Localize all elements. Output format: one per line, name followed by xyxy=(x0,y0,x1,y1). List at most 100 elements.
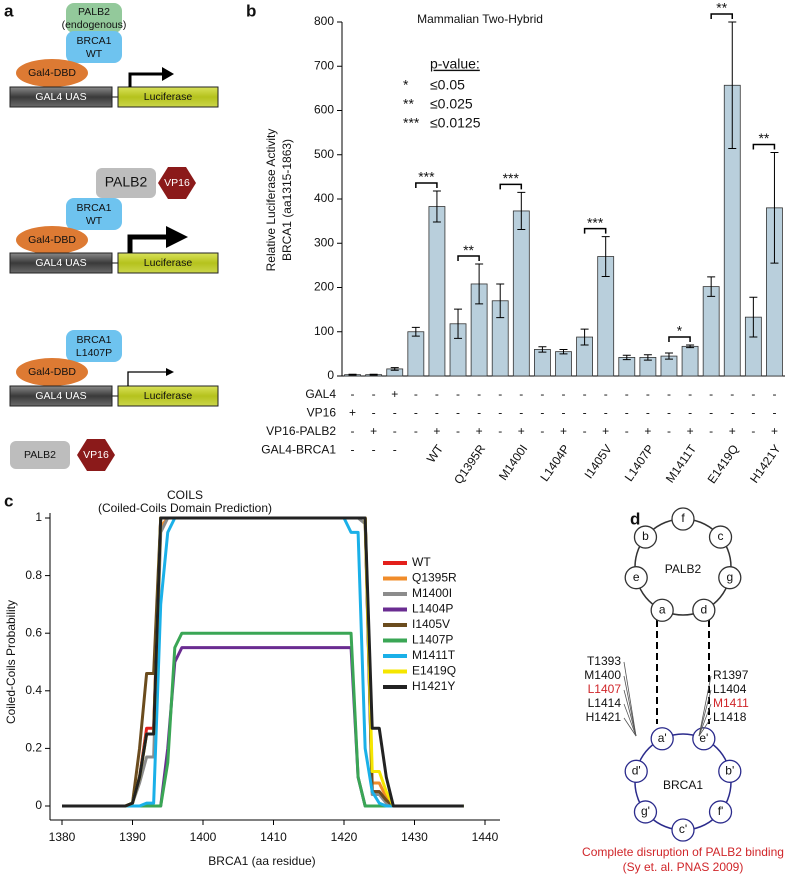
residue: M1411 xyxy=(713,696,749,710)
error-bar xyxy=(390,367,399,371)
position-circle xyxy=(718,566,742,590)
legend-title: p-value: xyxy=(430,56,480,72)
bar xyxy=(702,286,720,377)
arrowhead xyxy=(166,368,174,376)
group-label: Q1395R xyxy=(451,442,488,487)
error-bar xyxy=(559,348,568,355)
sign: - xyxy=(414,406,418,420)
label: Gal4-DBD xyxy=(28,67,76,79)
label: WT xyxy=(86,215,103,227)
residue: R1397 xyxy=(713,668,749,682)
sign: - xyxy=(498,406,502,420)
position-circle xyxy=(708,800,733,824)
legend-symbol: * xyxy=(403,77,409,93)
residue: M1400 xyxy=(584,668,621,682)
y-tick-label: 200 xyxy=(314,280,334,294)
leader xyxy=(698,689,712,737)
bar xyxy=(428,206,446,377)
y-tick-label: 1 xyxy=(35,510,42,524)
label: GAL4 UAS xyxy=(35,257,86,269)
arrow xyxy=(127,371,168,386)
label: GAL4 UAS xyxy=(35,91,86,103)
residue: L1407 xyxy=(588,682,622,696)
sign: - xyxy=(688,387,692,401)
sign: - xyxy=(646,406,650,420)
leader xyxy=(623,661,637,737)
significance-bracket xyxy=(668,336,691,343)
label: VP16 xyxy=(83,449,109,461)
sign: + xyxy=(476,424,483,438)
sign: - xyxy=(562,387,566,401)
sign: - xyxy=(583,424,587,438)
caption: Complete disruption of PALB2 binding xyxy=(582,845,784,859)
error-bar xyxy=(707,276,716,297)
sign: - xyxy=(709,406,713,420)
legend-label: WT xyxy=(412,555,431,569)
sign: - xyxy=(709,387,713,401)
position-label: c xyxy=(718,529,724,543)
error-bar xyxy=(664,352,673,360)
position-circle xyxy=(708,525,733,549)
sign: - xyxy=(435,406,439,420)
error-bar xyxy=(517,191,526,231)
label: Gal4-DBD xyxy=(28,366,76,378)
leader xyxy=(623,689,637,737)
position-label: a' xyxy=(658,731,667,745)
label: VP16 xyxy=(164,177,190,189)
error-bar xyxy=(369,373,378,376)
position-label: a xyxy=(659,602,666,616)
group-label: L1404P xyxy=(537,442,572,484)
row-label: GAL4 xyxy=(305,387,336,401)
palb2-box xyxy=(10,441,70,469)
arrow xyxy=(128,72,162,87)
sign: - xyxy=(604,387,608,401)
construct: PALB2 (endogenous) BRCA1 WT Gal4-DBD GAL… xyxy=(9,3,219,108)
sign: - xyxy=(667,387,671,401)
brca1-box xyxy=(66,330,122,362)
sign: + xyxy=(518,424,525,438)
sign: - xyxy=(519,406,523,420)
label: BRCA1 xyxy=(76,202,111,214)
label: L1407P xyxy=(76,347,112,359)
significance: ** xyxy=(758,130,769,146)
sign: - xyxy=(709,424,713,438)
position-label: g xyxy=(726,570,733,584)
label: WT xyxy=(86,48,103,60)
chart-title: Mammalian Two-Hybrid xyxy=(417,12,543,26)
residue: L1414 xyxy=(588,696,622,710)
construct: PALB2 VP16 BRCA1 WT Gal4-DBD GAL4 UAS Lu… xyxy=(9,167,219,274)
position-circle xyxy=(633,525,658,549)
sign: - xyxy=(583,406,587,420)
sign: - xyxy=(393,424,397,438)
legend-label: E1419Q xyxy=(412,664,456,678)
position-label: b' xyxy=(725,763,734,777)
gal4-dbd xyxy=(16,226,88,254)
y-tick-label: 0 xyxy=(327,368,334,382)
label: GAL4 UAS xyxy=(35,390,86,402)
sign: + xyxy=(729,424,736,438)
sign: - xyxy=(393,443,397,457)
sign: - xyxy=(667,406,671,420)
label: BRCA1 xyxy=(76,35,111,47)
sign: - xyxy=(519,387,523,401)
sign: - xyxy=(414,387,418,401)
arrowhead xyxy=(162,67,174,81)
sign: - xyxy=(540,406,544,420)
significance-bracket xyxy=(499,183,523,190)
position-label: e xyxy=(633,570,640,584)
sign: - xyxy=(625,387,629,401)
group-label: M1411T xyxy=(663,441,700,485)
error-bar xyxy=(601,236,610,277)
sign: - xyxy=(372,387,376,401)
group-label: M1400I xyxy=(496,442,530,483)
sign: - xyxy=(646,387,650,401)
caption: (Sy et. al. PNAS 2009) xyxy=(623,860,744,874)
significance: ** xyxy=(463,242,474,258)
leader xyxy=(623,703,637,737)
legend-label: ≤0.0125 xyxy=(430,115,481,131)
gal4-dbd xyxy=(16,358,88,386)
sign: - xyxy=(372,443,376,457)
sign: - xyxy=(667,424,671,438)
position-circle xyxy=(624,759,648,783)
error-bar xyxy=(538,346,547,353)
